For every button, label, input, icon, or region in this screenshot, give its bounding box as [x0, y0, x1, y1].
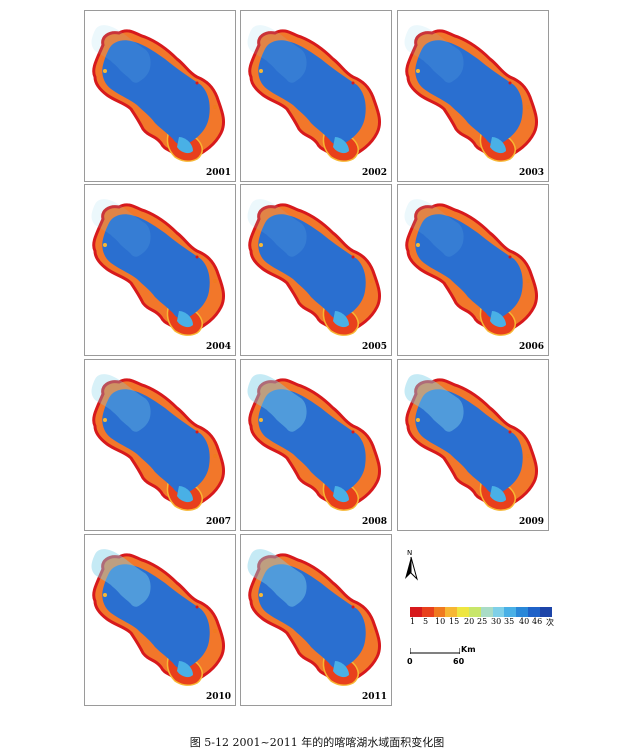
year-label: 2002	[361, 168, 387, 178]
year-label: 2011	[361, 692, 387, 702]
scale-end: 60	[453, 657, 465, 666]
lake-map	[247, 549, 381, 686]
figure-caption: 图 5-12 2001~2011 年的的喀喀湖水域面积变化图	[189, 736, 445, 749]
lake-map	[404, 374, 538, 511]
lake-map	[247, 374, 381, 511]
legend-swatch	[421, 607, 434, 617]
legend-label: 35	[504, 617, 515, 626]
map-panel: 2011	[240, 534, 392, 706]
north-label: N	[407, 549, 413, 557]
legend-swatch	[468, 607, 481, 617]
legend-swatch	[492, 607, 505, 617]
map-panel: 2008	[240, 359, 392, 531]
year-label: 2003	[518, 168, 544, 178]
legend-swatch	[445, 607, 458, 617]
year-label: 2005	[361, 342, 387, 352]
year-label: 2004	[205, 342, 231, 352]
map-panel: 2005	[240, 184, 392, 356]
legend-label: 25	[477, 617, 488, 626]
map-panel: 2001	[84, 10, 236, 182]
legend-label: 5	[423, 617, 429, 626]
legend-label: 1	[410, 617, 416, 626]
scale-unit: Km	[461, 645, 476, 654]
year-label: 2009	[518, 517, 544, 527]
legend-swatch	[410, 607, 422, 617]
legend-colorbar	[410, 607, 552, 617]
lake-map	[91, 374, 225, 511]
legend-label: 10	[435, 617, 446, 626]
lake-map	[404, 25, 538, 162]
legend-swatch	[527, 607, 540, 617]
north-arrow-icon	[405, 556, 418, 581]
map-panel: 2006	[397, 184, 549, 356]
map-panel: 2002	[240, 10, 392, 182]
year-label: 2010	[205, 692, 231, 702]
map-panel: 2003	[397, 10, 549, 182]
legend-swatch	[480, 607, 493, 617]
legend-label: 20	[464, 617, 475, 626]
lake-map	[91, 199, 225, 336]
legend-label: 30	[491, 617, 502, 626]
legend-label: 46	[532, 617, 543, 626]
lake-map	[247, 25, 381, 162]
legend-labels: 1 5 10 15 20 25 30 35 40 46 次	[407, 617, 557, 629]
legend-swatch	[539, 607, 552, 617]
year-label: 2008	[361, 517, 387, 527]
lake-map	[91, 25, 225, 162]
map-panel: 2007	[84, 359, 236, 531]
scale-bar	[410, 648, 460, 654]
legend-swatch	[457, 607, 469, 617]
lake-map	[91, 549, 225, 686]
scale-start: 0	[407, 657, 413, 666]
legend-swatch	[516, 607, 528, 617]
legend-swatch	[433, 607, 446, 617]
legend-label: 15	[449, 617, 460, 626]
lake-map	[404, 199, 538, 336]
legend-label: 40	[519, 617, 530, 626]
map-panel: 2010	[84, 534, 236, 706]
legend-label: 次	[546, 618, 554, 627]
map-panel: 2004	[84, 184, 236, 356]
year-label: 2006	[518, 342, 544, 352]
map-panel: 2009	[397, 359, 549, 531]
legend-swatch	[504, 607, 517, 617]
year-label: 2007	[205, 517, 231, 527]
lake-map	[247, 199, 381, 336]
year-label: 2001	[205, 168, 231, 178]
